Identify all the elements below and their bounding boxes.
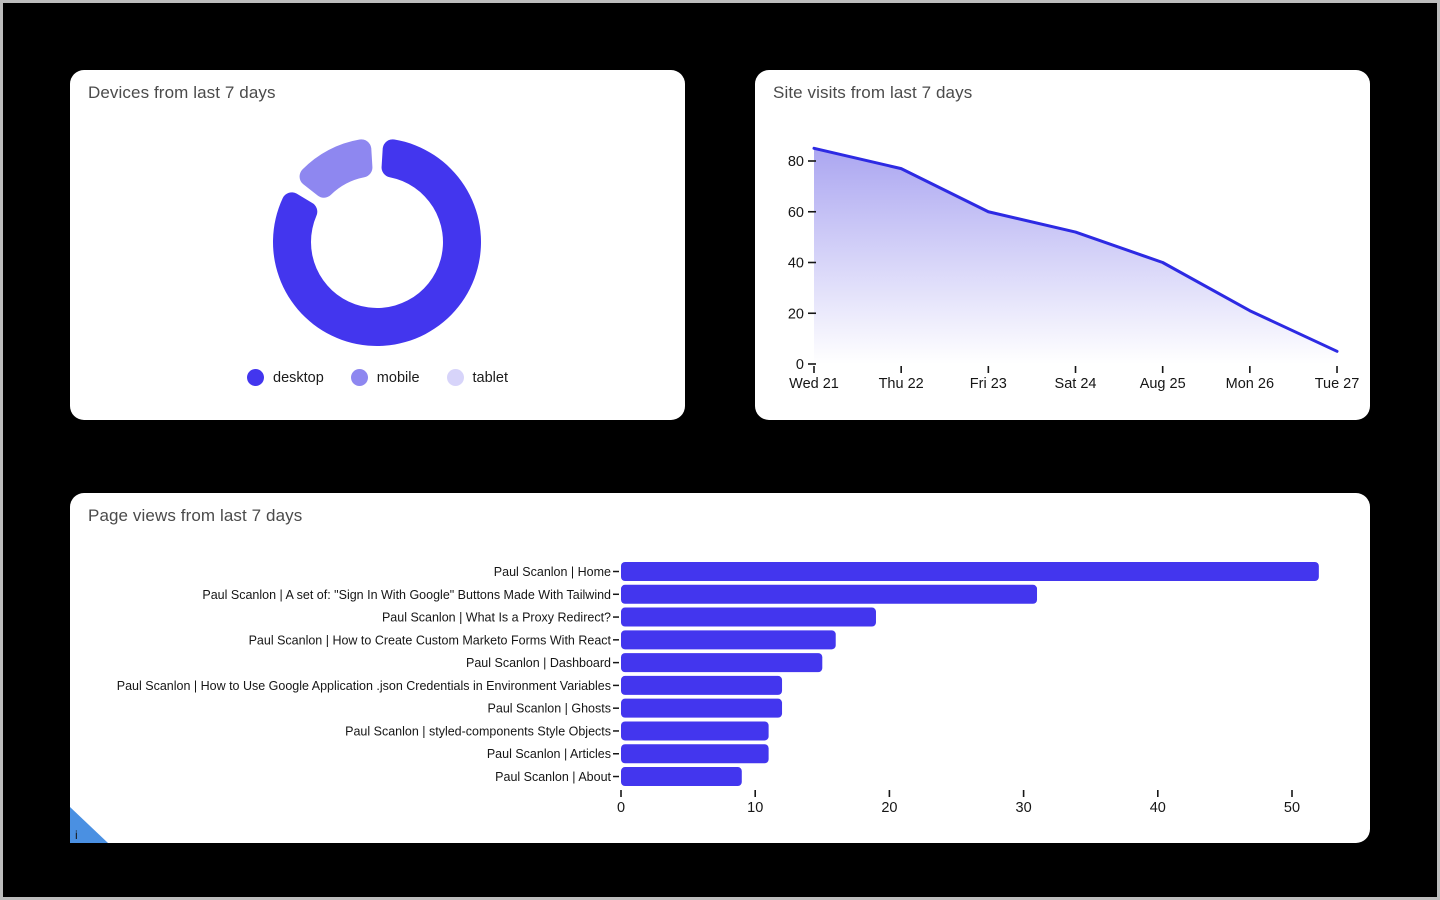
devices-card-title: Devices from last 7 days xyxy=(88,83,276,102)
bar-row-6[interactable] xyxy=(621,698,783,718)
donut-segment-desktop[interactable] xyxy=(272,139,481,347)
y-axis-label: 60 xyxy=(788,205,804,221)
legend-item-mobile[interactable]: mobile xyxy=(350,369,420,386)
devices-legend: desktop mobile tablet xyxy=(70,369,685,386)
tablet-legend-label: tablet xyxy=(472,369,508,386)
site-visits-line-chart[interactable]: 0 20 40 60 80 Wed 21 Thu 22 Fri 23 Sat 24 Aug 25 M… xyxy=(755,70,1370,420)
bar-category-label: Paul Scanlon | Articles xyxy=(487,747,611,761)
x-axis-label: 10 xyxy=(747,800,763,816)
page-views-card-title: Page views from last 7 days xyxy=(88,506,303,525)
x-axis-label: 20 xyxy=(881,800,897,816)
bar-row-7[interactable] xyxy=(621,721,769,741)
bar-category-label: Paul Scanlon | How to Create Custom Mark… xyxy=(249,633,612,647)
bar-category-label: Paul Scanlon | Dashboard xyxy=(466,656,611,670)
x-axis-label: Wed 21 xyxy=(789,376,839,392)
visits-line[interactable] xyxy=(812,146,1339,353)
bar-category-label: Paul Scanlon | What Is a Proxy Redirect? xyxy=(382,611,611,625)
y-axis-label: 40 xyxy=(788,256,804,272)
legend-item-tablet[interactable]: tablet xyxy=(446,369,508,386)
y-axis-label: 80 xyxy=(788,154,804,170)
visits-area-fill xyxy=(814,148,1338,364)
bar-category-label: Paul Scanlon | Ghosts xyxy=(488,702,611,716)
mobile-legend-dot-icon xyxy=(350,369,368,386)
x-axis-label: 40 xyxy=(1150,800,1166,816)
bar-row-4[interactable] xyxy=(621,653,823,673)
tablet-legend-dot-icon xyxy=(446,369,464,386)
x-axis-label: Fri 23 xyxy=(970,376,1007,392)
donut-segment-mobile[interactable] xyxy=(299,139,373,198)
mobile-legend-label: mobile xyxy=(376,369,420,386)
x-axis-label: 0 xyxy=(617,800,625,816)
x-axis-label: Aug 25 xyxy=(1140,376,1186,392)
bar-row-1[interactable] xyxy=(621,584,1038,604)
bar-row-0[interactable] xyxy=(621,562,1319,581)
y-axis-label: 0 xyxy=(796,357,804,373)
page-views-card: Page views from last 7 days Paul Scanlon… xyxy=(70,493,1370,843)
bar-category-label: Paul Scanlon | About xyxy=(495,770,611,784)
bar-row-5[interactable] xyxy=(621,675,783,695)
bar-category-label: Paul Scanlon | Home xyxy=(494,565,611,579)
bar-row-8[interactable] xyxy=(621,744,769,764)
x-axis-label: 30 xyxy=(1016,800,1032,816)
info-triangle-icon xyxy=(70,807,108,843)
x-axis-label: Sat 24 xyxy=(1055,376,1097,392)
y-axis-label: 20 xyxy=(788,306,804,322)
info-badge[interactable]: i xyxy=(70,806,112,844)
bar-category-label: Paul Scanlon | A set of: "Sign In With G… xyxy=(202,588,611,602)
x-axis-label: 50 xyxy=(1284,800,1300,816)
devices-donut-chart[interactable] xyxy=(70,70,685,420)
page-views-bar-chart[interactable]: Paul Scanlon | Home Paul Scanlon | A set … xyxy=(70,493,1370,843)
site-visits-card-title: Site visits from last 7 days xyxy=(773,83,973,102)
bar-row-3[interactable] xyxy=(621,630,836,650)
bar-row-9[interactable] xyxy=(621,767,742,787)
desktop-legend-dot-icon xyxy=(247,369,264,386)
x-axis-label: Thu 22 xyxy=(879,376,924,392)
x-axis-label: Mon 26 xyxy=(1226,376,1274,392)
bar-category-label: Paul Scanlon | How to Use Google Applica… xyxy=(117,679,611,693)
site-visits-card: Site visits from last 7 days 0 20 40 60 80 We… xyxy=(755,70,1370,420)
desktop-legend-label: desktop xyxy=(273,369,324,386)
legend-item-desktop[interactable]: desktop xyxy=(247,369,324,386)
devices-card: Devices from last 7 days desktop mobile … xyxy=(70,70,685,420)
info-letter: i xyxy=(75,828,78,842)
x-axis-label: Tue 27 xyxy=(1315,376,1360,392)
bar-category-label: Paul Scanlon | styled-components Style O… xyxy=(345,724,611,738)
bar-row-2[interactable] xyxy=(621,607,876,627)
